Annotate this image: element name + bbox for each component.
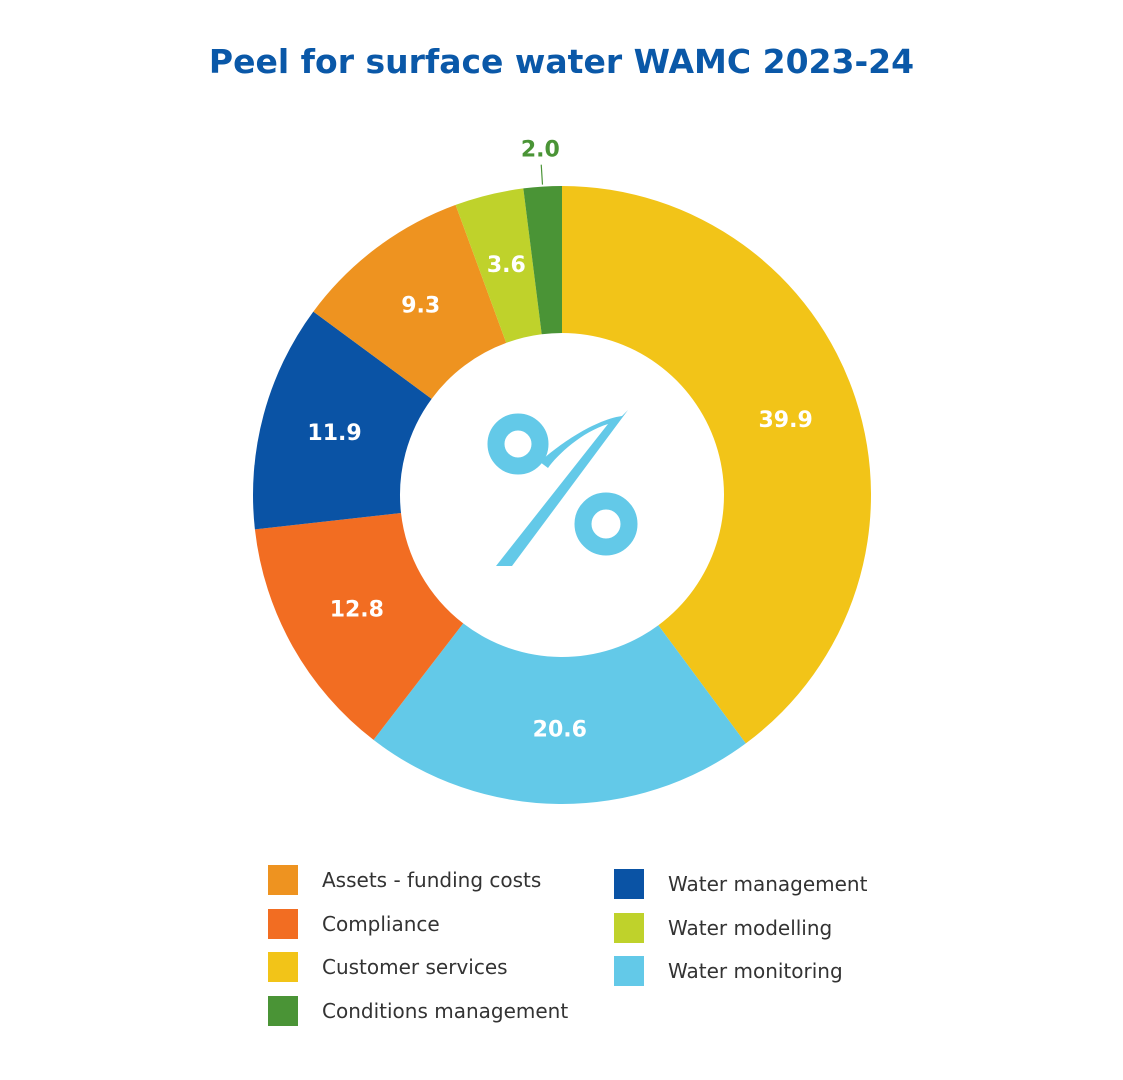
leader-line (540, 164, 544, 185)
chart-title: Peel for surface water WAMC 2023-24 (208, 42, 915, 81)
slice-label: 12.8 (330, 598, 384, 623)
legend-swatch (614, 869, 644, 899)
legend-swatch (268, 995, 298, 1026)
percent-icon (487, 410, 638, 566)
slice-label: 3.6 (487, 253, 526, 278)
legend-label: Assets - funding costs (322, 868, 542, 892)
slice-label: 2.0 (521, 138, 560, 163)
slice-label: 9.3 (401, 294, 440, 319)
legend-label: Water management (668, 872, 868, 896)
slice-conditions-management (523, 186, 562, 335)
legend-swatch (268, 865, 298, 895)
slice-water-management (253, 311, 432, 530)
legend-label: Compliance (322, 911, 440, 936)
legend-item: Conditions management (268, 995, 569, 1026)
slice-label: 39.9 (759, 408, 813, 433)
legend-item: Customer services (268, 952, 508, 982)
legend-label: Water modelling (668, 915, 833, 940)
legend-label: Customer services (322, 955, 508, 979)
slice-compliance (254, 513, 464, 740)
slice-water-monitoring (373, 623, 746, 804)
legend-item: Assets - funding costs (268, 865, 541, 895)
slice-water-modelling (455, 188, 542, 343)
slice-assets-funding-costs (313, 204, 507, 399)
slice-customer-services (562, 186, 871, 744)
legend-swatch (614, 912, 644, 943)
legend-item: Compliance (268, 908, 440, 939)
legend-label: Conditions management (322, 998, 569, 1023)
legend-item: Water monitoring (614, 956, 843, 986)
legend-swatch (614, 956, 644, 986)
legend-item: Water management (614, 869, 867, 899)
legend-item: Water modelling (614, 912, 833, 943)
legend-swatch (268, 908, 298, 939)
legend-label: Water monitoring (668, 959, 843, 983)
slice-label: 11.9 (307, 421, 361, 446)
legend-swatch (268, 952, 298, 982)
slice-label: 20.6 (533, 717, 587, 742)
